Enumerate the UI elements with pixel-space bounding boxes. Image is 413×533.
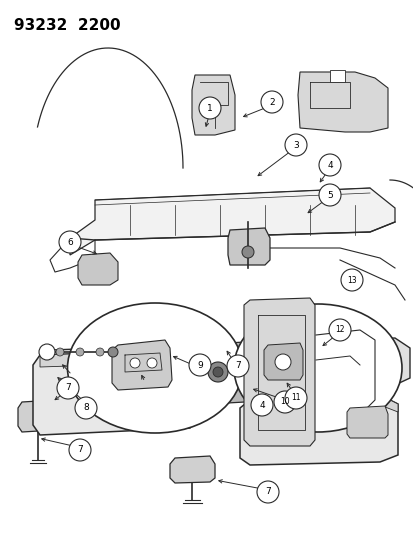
Circle shape bbox=[130, 358, 140, 368]
Polygon shape bbox=[346, 406, 387, 438]
Circle shape bbox=[273, 391, 295, 413]
Circle shape bbox=[69, 439, 91, 461]
Circle shape bbox=[260, 91, 282, 113]
Polygon shape bbox=[228, 228, 269, 265]
Circle shape bbox=[318, 154, 340, 176]
Text: 7: 7 bbox=[235, 361, 240, 370]
Polygon shape bbox=[329, 70, 344, 82]
Text: 5: 5 bbox=[326, 190, 332, 199]
Circle shape bbox=[75, 397, 97, 419]
Circle shape bbox=[39, 344, 55, 360]
Circle shape bbox=[256, 481, 278, 503]
Text: 4: 4 bbox=[326, 160, 332, 169]
Polygon shape bbox=[249, 395, 397, 412]
Circle shape bbox=[328, 319, 350, 341]
Circle shape bbox=[212, 367, 223, 377]
Circle shape bbox=[250, 394, 272, 416]
Circle shape bbox=[96, 348, 104, 356]
Circle shape bbox=[274, 354, 290, 370]
Circle shape bbox=[108, 347, 118, 357]
Text: 4: 4 bbox=[259, 400, 264, 409]
Text: 9: 9 bbox=[197, 360, 202, 369]
Polygon shape bbox=[240, 395, 397, 465]
Text: 10: 10 bbox=[280, 398, 289, 407]
Text: 7: 7 bbox=[264, 488, 270, 497]
Ellipse shape bbox=[233, 304, 401, 432]
Polygon shape bbox=[263, 343, 302, 380]
Circle shape bbox=[199, 97, 221, 119]
Circle shape bbox=[57, 377, 79, 399]
Text: 13: 13 bbox=[347, 276, 356, 285]
Polygon shape bbox=[40, 350, 195, 368]
Polygon shape bbox=[112, 340, 171, 390]
Text: 7: 7 bbox=[77, 446, 83, 455]
Polygon shape bbox=[33, 350, 195, 435]
Circle shape bbox=[147, 358, 157, 368]
Text: 12: 12 bbox=[335, 326, 344, 335]
Text: 93232  2200: 93232 2200 bbox=[14, 18, 120, 33]
Text: 7: 7 bbox=[65, 384, 71, 392]
Polygon shape bbox=[243, 298, 314, 446]
Polygon shape bbox=[170, 456, 214, 483]
Polygon shape bbox=[70, 188, 394, 255]
Ellipse shape bbox=[67, 303, 242, 433]
Polygon shape bbox=[297, 72, 387, 132]
Polygon shape bbox=[192, 75, 235, 135]
Circle shape bbox=[59, 231, 81, 253]
Text: 2: 2 bbox=[268, 98, 274, 107]
Circle shape bbox=[284, 134, 306, 156]
Polygon shape bbox=[18, 400, 58, 432]
Circle shape bbox=[56, 348, 64, 356]
Polygon shape bbox=[78, 253, 118, 285]
Text: 6: 6 bbox=[67, 238, 73, 246]
Circle shape bbox=[207, 362, 228, 382]
Text: 1: 1 bbox=[206, 103, 212, 112]
Polygon shape bbox=[185, 342, 254, 405]
Text: 11: 11 bbox=[291, 393, 300, 402]
Text: 8: 8 bbox=[83, 403, 89, 413]
Circle shape bbox=[242, 246, 254, 258]
Circle shape bbox=[340, 269, 362, 291]
Text: 3: 3 bbox=[292, 141, 298, 149]
Circle shape bbox=[226, 355, 248, 377]
Circle shape bbox=[318, 184, 340, 206]
Circle shape bbox=[189, 354, 211, 376]
Circle shape bbox=[76, 348, 84, 356]
Polygon shape bbox=[38, 338, 409, 395]
Circle shape bbox=[284, 387, 306, 409]
